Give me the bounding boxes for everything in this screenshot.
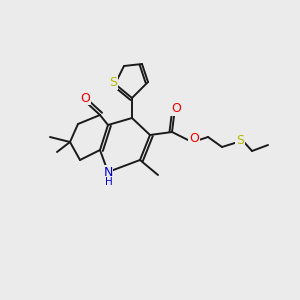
Text: S: S xyxy=(109,76,117,89)
Text: S: S xyxy=(236,134,244,146)
Text: N: N xyxy=(103,166,113,178)
Text: H: H xyxy=(105,177,113,187)
Text: O: O xyxy=(80,92,90,104)
Text: O: O xyxy=(171,103,181,116)
Text: O: O xyxy=(189,131,199,145)
